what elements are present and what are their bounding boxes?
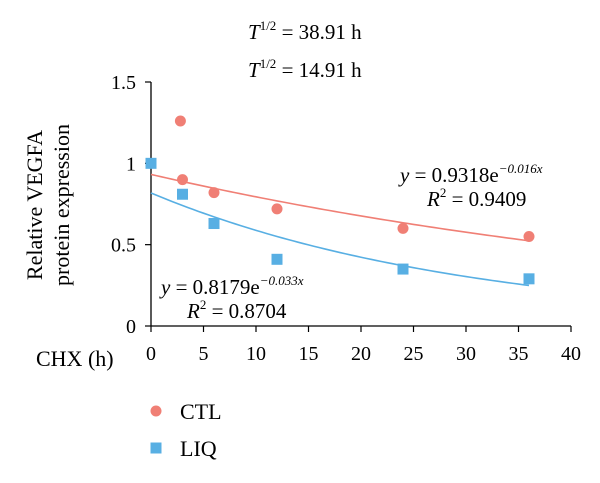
x-tick-label: 15 [299, 343, 319, 365]
x-tick-label: 20 [351, 343, 371, 365]
half-life-liq-annotation: T1/2 = 14.91 h [248, 56, 362, 82]
r2-sup: 2 [440, 185, 447, 200]
ticks-layer: 0 5 10 15 20 25 30 35 40 0 0.5 1 1.5 [111, 72, 581, 365]
x-tick-label: 5 [199, 343, 209, 365]
liq-fit-curve [150, 192, 530, 287]
equation-y: y [159, 275, 171, 299]
x-tick-label: 40 [561, 343, 581, 365]
x-tick-label: 10 [246, 343, 266, 365]
x-tick-label: 30 [456, 343, 476, 365]
y-axis-title-line1: Relative VEGFA [22, 130, 47, 280]
equation-y: y [398, 163, 410, 187]
equation-coefficient: = 0.8179e [170, 275, 259, 299]
half-life-value: = 14.91 h [276, 58, 362, 82]
y-tick-label: 1 [126, 153, 136, 175]
y-axis-title: Relative VEGFA protein expression [22, 124, 74, 286]
ctl-data-point [397, 222, 409, 234]
liq-data-point [397, 263, 409, 275]
r2-value: = 0.9409 [446, 187, 526, 211]
ctl-r2: R2 = 0.9409 [426, 185, 526, 211]
ctl-data-point [208, 187, 220, 199]
half-life-sup: 1/2 [260, 56, 277, 71]
legend-liq-marker [150, 442, 162, 454]
legend-liq-label: LIQ [180, 436, 217, 461]
y-tick-label: 0 [126, 316, 136, 338]
liq-data-point [523, 273, 535, 285]
r2-symbol: R [186, 299, 200, 323]
r2-value: = 0.8704 [206, 299, 287, 323]
x-tick-label: 25 [404, 343, 424, 365]
half-life-value: = 38.91 h [276, 20, 362, 44]
x-tick-label: 35 [509, 343, 529, 365]
y-axis-title-line2: protein expression [49, 124, 74, 286]
data-points-layer [145, 115, 535, 285]
half-life-sup: 1/2 [260, 18, 277, 33]
equation-coefficient: = 0.9318e [409, 163, 498, 187]
half-life-symbol: T [248, 58, 261, 82]
equation-exponent: −0.033x [260, 273, 304, 288]
x-axis-title: CHX (h) [36, 346, 114, 371]
y-tick-label: 1.5 [111, 72, 136, 94]
ctl-data-point [174, 115, 186, 127]
liq-data-point [177, 188, 188, 200]
r2-symbol: R [426, 187, 440, 211]
liq-r2: R2 = 0.8704 [186, 297, 287, 323]
liq-data-point [271, 253, 283, 265]
legend-ctl-label: CTL [180, 399, 222, 424]
y-tick-label: 0.5 [111, 235, 136, 257]
ctl-data-point [523, 231, 535, 243]
liq-data-point [145, 157, 157, 169]
liq-fit-equation: y = 0.8179e−0.033x [159, 273, 304, 299]
ctl-fit-equation: y = 0.9318e−0.016x [398, 161, 543, 187]
half-life-ctl-annotation: T1/2 = 38.91 h [248, 18, 362, 44]
equation-exponent: −0.016x [499, 161, 543, 176]
liq-data-point [208, 218, 220, 230]
legend: CTL LIQ [150, 399, 222, 461]
ctl-data-point [271, 203, 283, 215]
legend-ctl-marker [150, 405, 162, 417]
x-tick-label: 0 [146, 343, 156, 365]
ctl-data-point [177, 174, 188, 186]
half-life-symbol: T [248, 20, 261, 44]
r2-sup: 2 [200, 297, 207, 312]
